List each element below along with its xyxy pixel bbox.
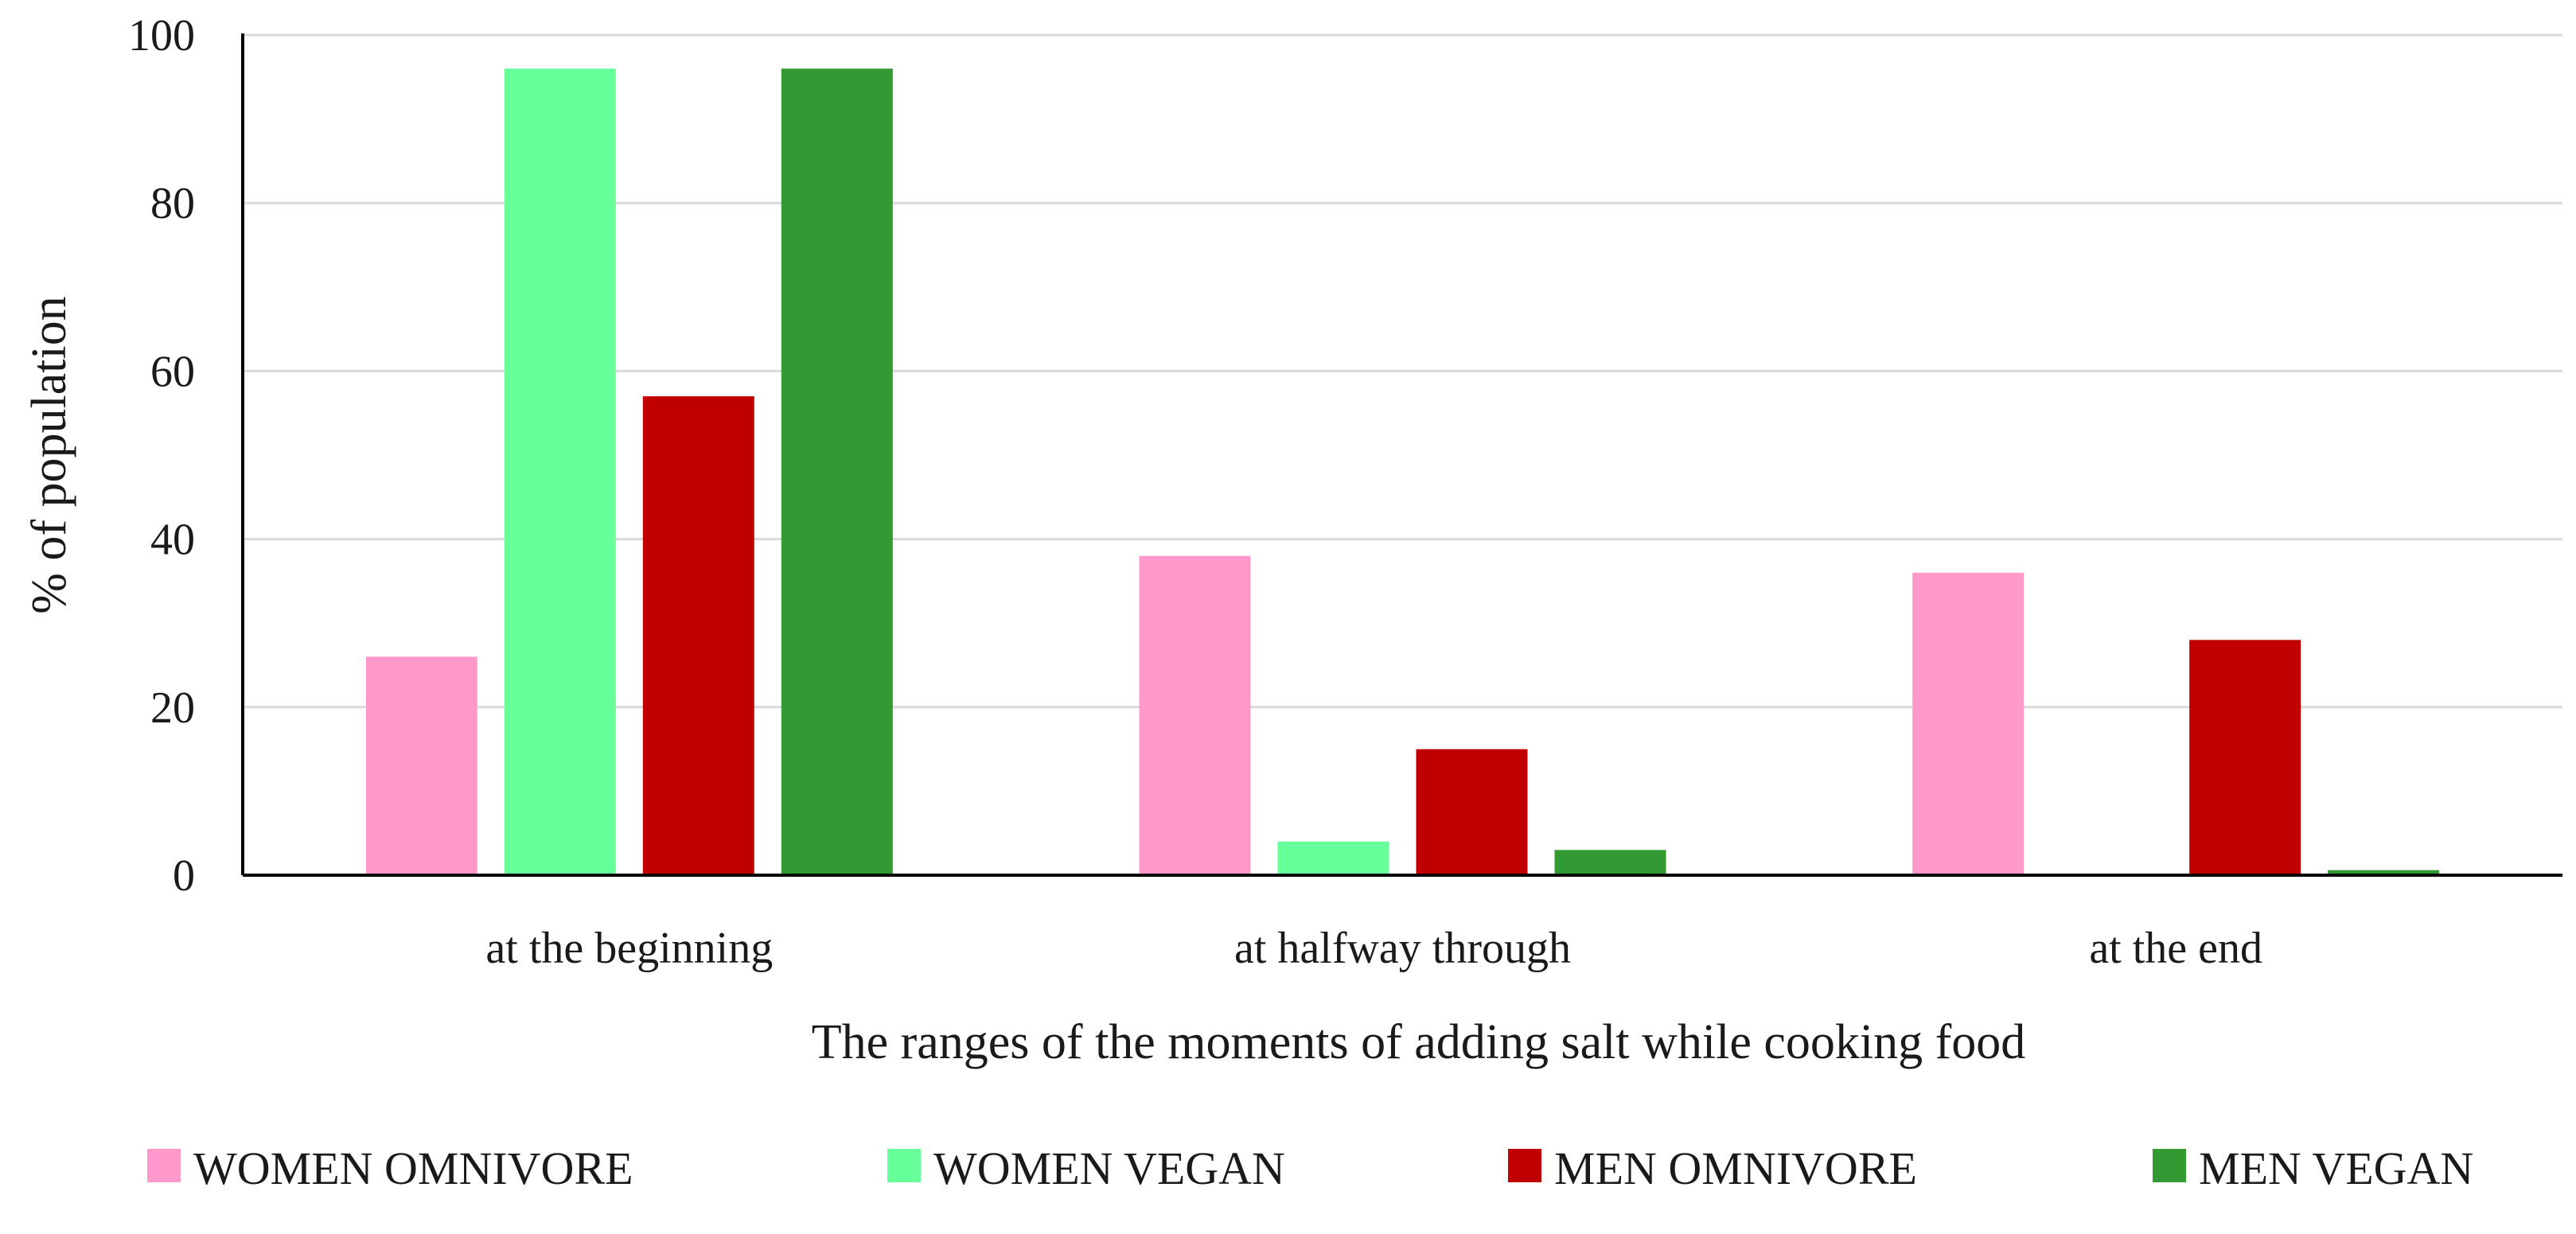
gridlines bbox=[243, 33, 2562, 709]
bar bbox=[642, 396, 754, 876]
y-tick-label: 100 bbox=[128, 11, 195, 60]
bar bbox=[1554, 850, 1666, 875]
y-tick-label: 80 bbox=[150, 179, 195, 228]
bar bbox=[504, 68, 616, 876]
legend-label: WOMEN OMNIVORE bbox=[193, 1143, 633, 1194]
y-tick-label: 40 bbox=[150, 516, 195, 565]
legend-swatch bbox=[887, 1149, 921, 1182]
y-tick-labels: 0 20 40 60 80 100 bbox=[128, 11, 195, 901]
y-tick-label: 20 bbox=[150, 683, 195, 733]
x-axis-title: The ranges of the moments of adding salt… bbox=[812, 1015, 2026, 1069]
bar bbox=[781, 68, 893, 876]
legend-swatch bbox=[147, 1149, 181, 1182]
y-tick-label: 0 bbox=[173, 851, 195, 901]
bar bbox=[2328, 870, 2440, 875]
legend-swatch bbox=[1508, 1149, 1541, 1182]
bar bbox=[2189, 640, 2301, 875]
y-axis-title: % of population bbox=[22, 296, 76, 614]
legend: WOMEN OMNIVORE WOMEN VEGAN MEN OMNIVORE MEN… bbox=[147, 1143, 2473, 1194]
x-tick-label: at the end bbox=[2089, 924, 2262, 973]
legend-label: MEN OMNIVORE bbox=[1554, 1143, 1917, 1194]
y-tick-label: 60 bbox=[150, 347, 195, 396]
x-tick-label: at halfway through bbox=[1234, 924, 1571, 973]
axes bbox=[241, 33, 2562, 877]
bar bbox=[1416, 749, 1528, 875]
bar bbox=[1912, 572, 2025, 875]
bars bbox=[365, 68, 2440, 876]
legend-swatch bbox=[2153, 1149, 2186, 1182]
x-tick-label: at the beginning bbox=[485, 924, 773, 973]
legend-label: MEN VEGAN bbox=[2199, 1143, 2473, 1194]
bar bbox=[1139, 555, 1251, 875]
x-tick-labels: at the beginning at halfway through at the… bbox=[485, 924, 2262, 973]
legend-label: WOMEN VEGAN bbox=[933, 1143, 1285, 1194]
bar bbox=[1277, 841, 1389, 875]
bar bbox=[365, 656, 477, 875]
